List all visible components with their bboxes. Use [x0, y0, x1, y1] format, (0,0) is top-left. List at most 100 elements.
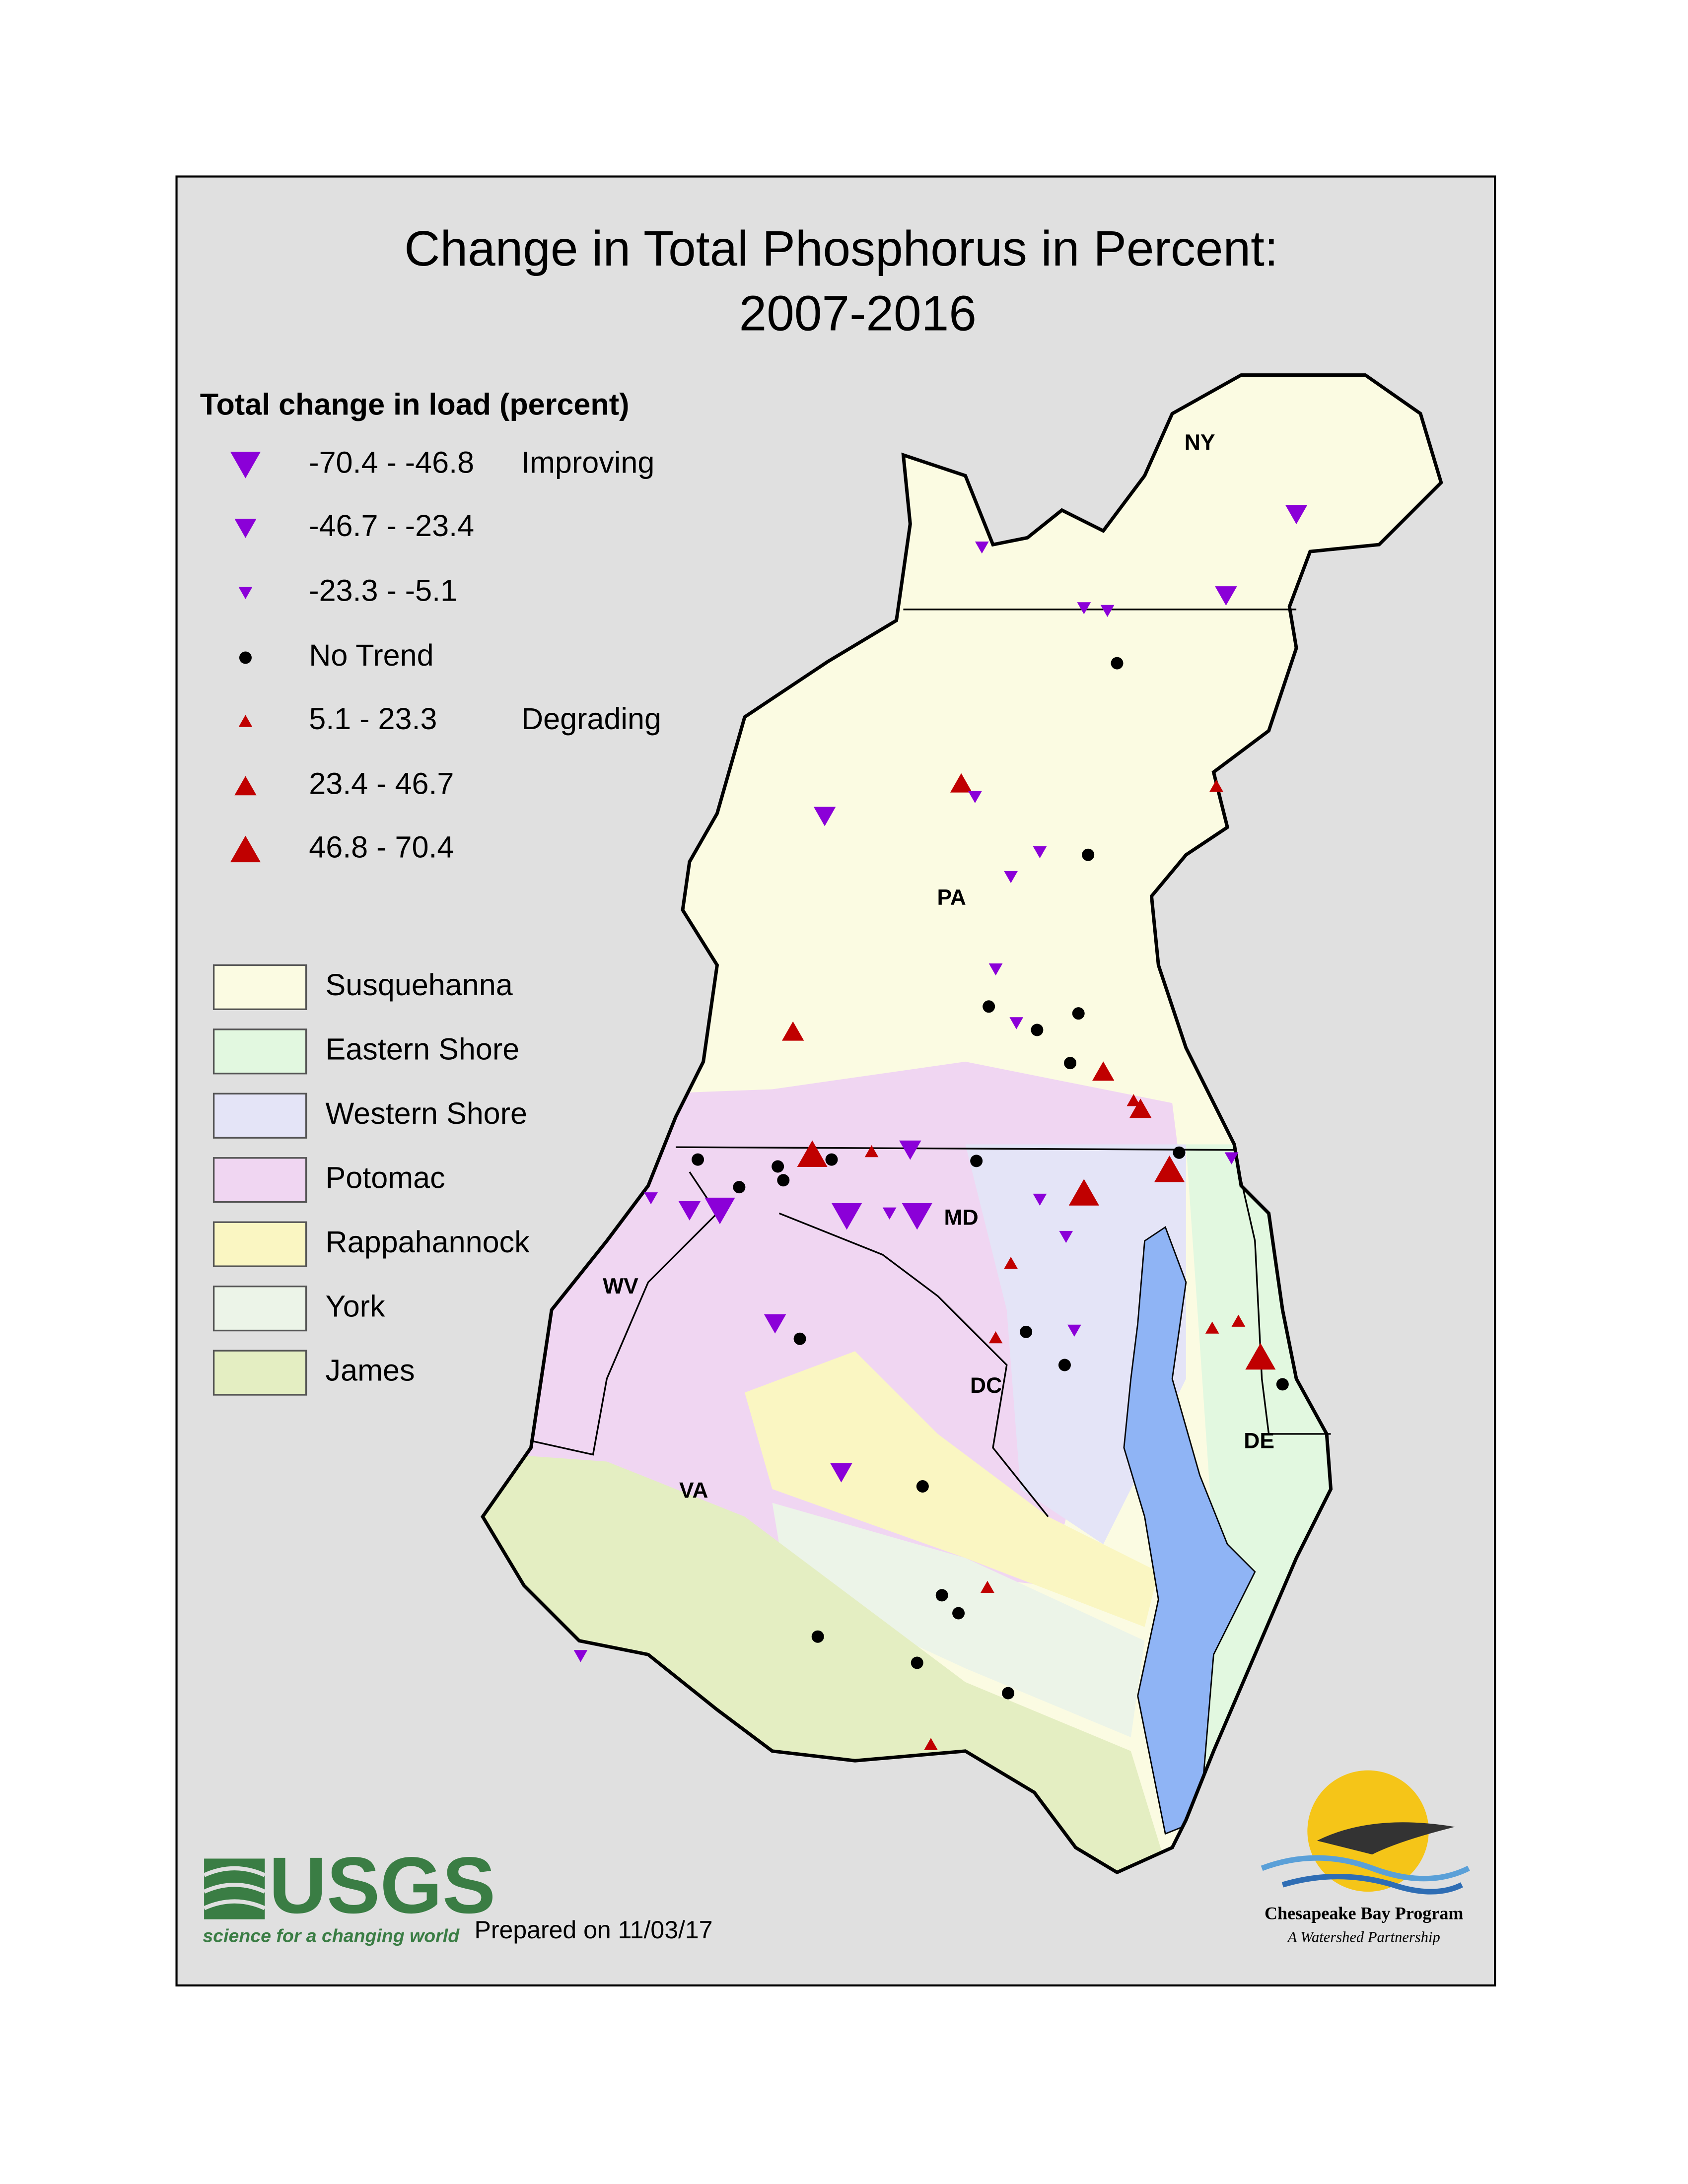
- site-marker: [797, 1140, 828, 1167]
- site-marker: [777, 1174, 790, 1187]
- site-marker: [832, 1203, 862, 1230]
- site-marker: [902, 1203, 932, 1230]
- site-marker: [968, 791, 982, 804]
- site-marker: [733, 1181, 746, 1194]
- basin-swatch: [212, 1221, 307, 1267]
- site-marker: [692, 1153, 704, 1166]
- site-marker: [1126, 1094, 1141, 1106]
- legend-symbol: [234, 776, 257, 796]
- basin-label: Western Shore: [326, 1096, 527, 1130]
- site-marker: [1068, 1179, 1099, 1206]
- site-marker: [1082, 848, 1095, 861]
- site-marker: [1215, 586, 1237, 606]
- state-border: [778, 1212, 1049, 1517]
- site-marker: [1072, 1007, 1085, 1020]
- site-marker: [1224, 1152, 1239, 1164]
- site-marker: [911, 1656, 923, 1669]
- site-marker: [782, 1021, 804, 1041]
- usgs-text: USGS: [269, 1841, 496, 1930]
- legend-symbol: [238, 715, 253, 727]
- legend-symbol: [238, 587, 253, 599]
- site-marker: [704, 1197, 735, 1225]
- site-marker: [1059, 1230, 1073, 1243]
- basin-swatch: [212, 1157, 307, 1203]
- legend-label: -70.4 - -46.8: [309, 445, 474, 479]
- basin-label: James: [326, 1354, 415, 1387]
- legend-label: 5.1 - 23.3: [309, 702, 437, 736]
- legend-title: Total change in load (percent): [200, 388, 630, 421]
- site-marker: [1067, 1324, 1081, 1337]
- site-marker: [1002, 1687, 1015, 1700]
- site-marker: [983, 1000, 995, 1013]
- site-marker: [793, 1332, 806, 1345]
- site-marker: [1209, 779, 1223, 792]
- site-marker: [825, 1153, 838, 1166]
- site-marker: [1129, 1098, 1152, 1118]
- state-label: DE: [1244, 1429, 1274, 1453]
- legend-symbol: [239, 651, 252, 664]
- basin-swatch: [212, 1285, 307, 1332]
- usgs-logo: USGS science for a changing world: [203, 1841, 495, 1946]
- legend-symbol: [230, 835, 261, 863]
- site-marker: [1111, 657, 1124, 670]
- site-marker: [1285, 505, 1308, 525]
- basin-label: Rappahannock: [326, 1225, 530, 1259]
- legend-label: -23.3 - -5.1: [309, 574, 457, 608]
- state-border: [676, 1146, 1235, 1151]
- site-marker: [1100, 605, 1115, 617]
- site-marker: [1154, 1156, 1185, 1182]
- site-marker: [1004, 1256, 1018, 1269]
- site-marker: [764, 1314, 786, 1334]
- site-marker: [1033, 846, 1047, 859]
- site-marker: [1245, 1343, 1276, 1370]
- legend-symbol: [230, 452, 261, 478]
- site-marker: [950, 773, 973, 793]
- site-marker: [1031, 1024, 1044, 1036]
- site-marker: [899, 1140, 921, 1160]
- state-label: WV: [603, 1274, 638, 1298]
- state-label: VA: [679, 1478, 708, 1502]
- state-label: NY: [1185, 430, 1215, 455]
- site-marker: [975, 541, 989, 554]
- site-marker: [1092, 1061, 1115, 1081]
- legend-group: Improving: [521, 445, 654, 479]
- site-marker: [1064, 1057, 1077, 1070]
- site-marker: [678, 1201, 701, 1221]
- legend-label: 46.8 - 70.4: [309, 830, 454, 864]
- basin-label: Potomac: [326, 1160, 445, 1194]
- site-marker: [830, 1463, 852, 1483]
- legend-group: Degrading: [521, 702, 661, 736]
- state-label: MD: [944, 1205, 979, 1229]
- state-label: DC: [970, 1373, 1002, 1398]
- site-marker: [1231, 1314, 1246, 1327]
- site-marker: [1009, 1017, 1024, 1029]
- site-marker: [988, 1331, 1003, 1344]
- site-marker: [935, 1589, 948, 1602]
- site-marker: [573, 1650, 588, 1662]
- site-marker: [1173, 1146, 1186, 1159]
- cbp-tagline: A Watershed Partnership: [1287, 1929, 1440, 1946]
- title-line: Change in Total Phosphorus in Percent:: [404, 221, 1278, 276]
- cbp-logo: Chesapeake Bay Program A Watershed Partn…: [1261, 1770, 1470, 1946]
- site-marker: [864, 1145, 879, 1158]
- site-marker: [1033, 1193, 1047, 1206]
- cbp-text: Chesapeake Bay Program: [1265, 1904, 1464, 1923]
- basin-swatch: [212, 964, 307, 1010]
- site-marker: [1020, 1325, 1033, 1338]
- prepared-date: Prepared on 11/03/17: [475, 1916, 713, 1944]
- site-marker: [981, 1580, 994, 1593]
- site-marker: [811, 1630, 824, 1643]
- legend-symbol: [234, 519, 257, 538]
- state-label: PA: [937, 886, 966, 910]
- site-marker: [772, 1160, 784, 1173]
- site-marker: [1205, 1321, 1219, 1334]
- legend-label: No Trend: [309, 638, 433, 672]
- basin-label: York: [326, 1289, 385, 1323]
- basin-swatch: [212, 1028, 307, 1075]
- site-marker: [924, 1738, 938, 1750]
- site-marker: [988, 963, 1003, 976]
- basin-area: [745, 1351, 1159, 1627]
- site-marker: [1004, 871, 1018, 884]
- site-marker: [1276, 1378, 1289, 1391]
